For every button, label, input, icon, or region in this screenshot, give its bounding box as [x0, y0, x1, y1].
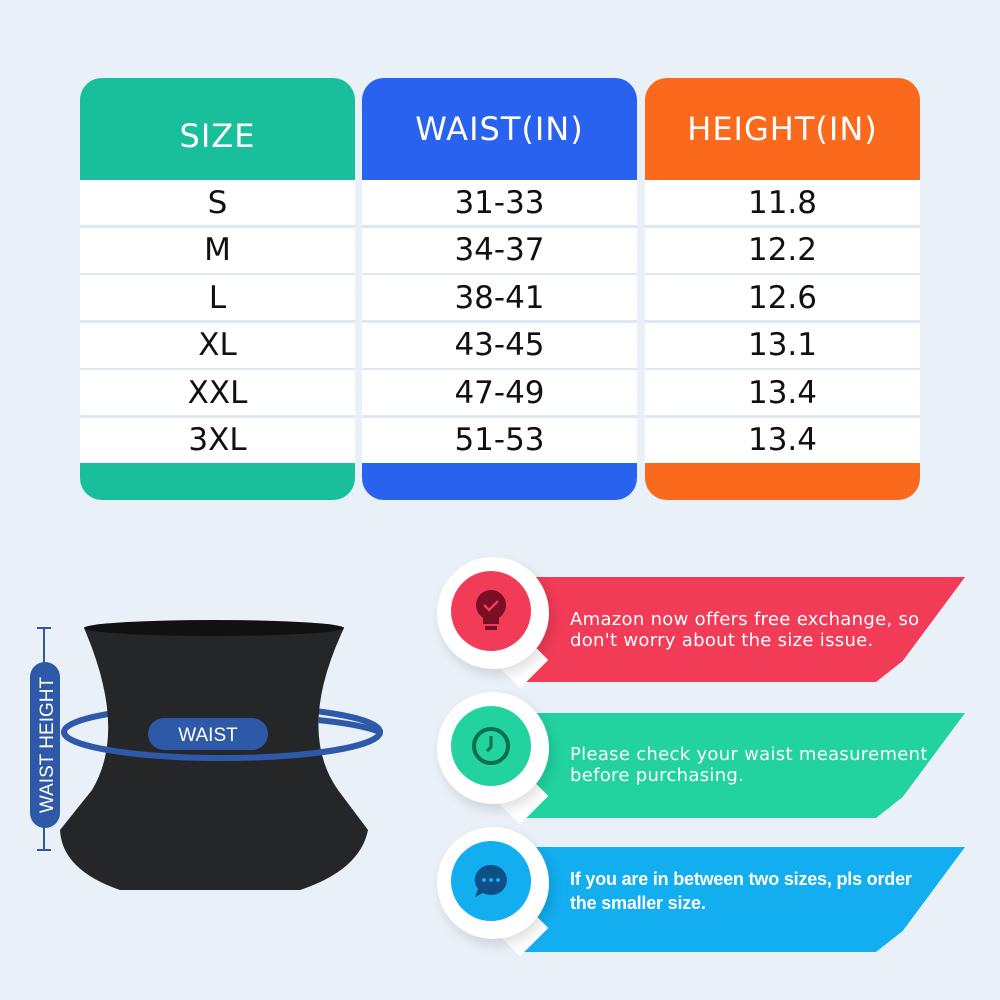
waist-header: WAIST(IN): [415, 110, 584, 148]
size-cell: M: [80, 227, 355, 273]
height-header: HEIGHT(IN): [687, 110, 878, 148]
tip-text: don't worry about the size issue.: [570, 630, 874, 651]
lightbulb-check-icon: [476, 590, 506, 630]
waist-cell: 47-49: [362, 370, 637, 415]
size-cell: L: [80, 275, 355, 320]
height-cell: 13.4: [645, 417, 920, 463]
size-header: SIZE: [179, 117, 256, 155]
size-cell: 3XL: [80, 417, 355, 463]
waist-height-label: WAIST HEIGHT: [37, 677, 58, 814]
waist-column: WAIST(IN) 31-33 34-37 38-41 43-45 47-49 …: [362, 78, 637, 500]
tip-text: before purchasing.: [570, 765, 745, 786]
clock-icon: [472, 727, 510, 765]
size-cell: XXL: [80, 370, 355, 415]
tip-text: the smaller size.: [570, 893, 706, 913]
waist-trainer-diagram: WAIST WAIST HEIGHT: [30, 620, 384, 890]
height-cell: 11.8: [645, 180, 920, 225]
tip-text: Please check your waist measurement: [570, 744, 928, 765]
height-cell: 13.4: [645, 370, 920, 415]
height-cell: 13.1: [645, 322, 920, 368]
height-cell: 12.2: [645, 227, 920, 273]
chat-bubble-icon: [474, 864, 507, 897]
tip-text: Amazon now offers free exchange, so: [570, 609, 920, 630]
waist-cell: 51-53: [362, 417, 637, 463]
height-column: HEIGHT(IN) 11.8 12.2 12.6 13.1 13.4 13.4: [645, 78, 920, 500]
tip-text: If you are in between two sizes, pls ord…: [570, 869, 912, 889]
height-cell: 12.6: [645, 275, 920, 320]
waist-cell: 38-41: [362, 275, 637, 320]
waist-label: WAIST: [178, 725, 238, 746]
size-cell: S: [80, 180, 355, 225]
size-column: SIZE S M L XL XXL 3XL: [80, 78, 355, 500]
waist-cell: 43-45: [362, 322, 637, 368]
waist-cell: 34-37: [362, 227, 637, 273]
waist-cell: 31-33: [362, 180, 637, 225]
size-cell: XL: [80, 322, 355, 368]
